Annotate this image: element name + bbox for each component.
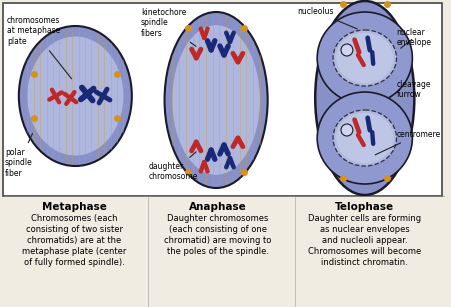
Ellipse shape [164,12,267,188]
Text: Daughter cells are forming
as nuclear envelopes
and nucleoli appear.
Chromosomes: Daughter cells are forming as nuclear en… [308,214,420,267]
Ellipse shape [19,26,132,166]
Ellipse shape [336,113,392,163]
Ellipse shape [340,44,352,56]
Ellipse shape [27,37,123,156]
Text: Telophase: Telophase [335,202,393,212]
Ellipse shape [340,124,352,136]
Ellipse shape [172,25,259,175]
Bar [3,3,441,196]
Text: polar
spindle
fiber: polar spindle fiber [5,134,32,178]
Ellipse shape [317,92,411,184]
Text: centromere: centromere [374,130,440,155]
Text: cleavage
furrow: cleavage furrow [396,80,430,99]
Text: Metaphase: Metaphase [42,202,106,212]
Ellipse shape [332,30,396,86]
Text: Anaphase: Anaphase [189,202,246,212]
Text: nucleolus: nucleolus [297,7,356,29]
Text: Daughter chromosomes
(each consisting of one
chromatid) are moving to
the poles : Daughter chromosomes (each consisting of… [164,214,271,256]
Ellipse shape [336,33,392,83]
Text: nuclear
envelope: nuclear envelope [396,28,431,48]
Ellipse shape [314,1,414,195]
Ellipse shape [317,12,411,104]
Ellipse shape [332,110,396,166]
Text: chromosomes
at metaphase
plate: chromosomes at metaphase plate [7,16,71,79]
Text: Chromosomes (each
consisting of two sister
chromatids) are at the
metaphase plat: Chromosomes (each consisting of two sist… [22,214,126,267]
Text: kinetochore
spindle
fibers: kinetochore spindle fibers [140,8,196,46]
Text: daughter
chromosome: daughter chromosome [148,152,198,181]
